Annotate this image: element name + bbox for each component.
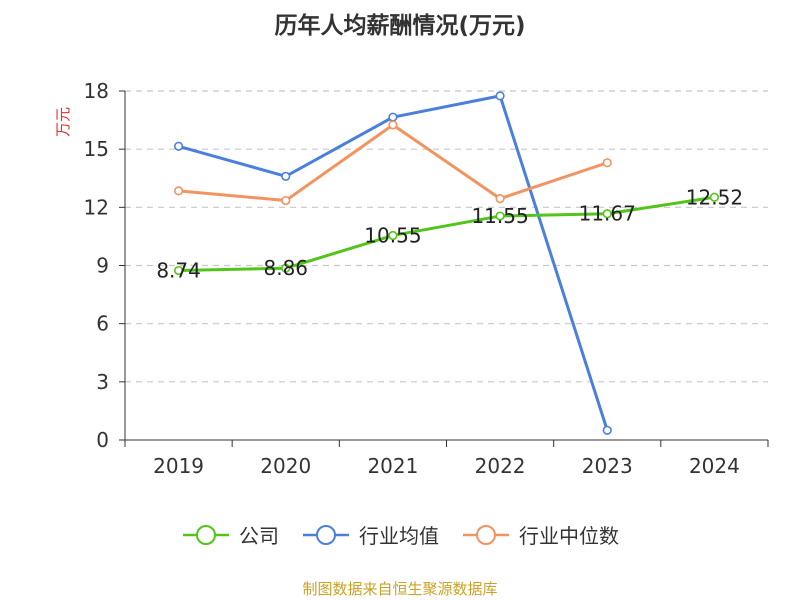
grid-layer <box>125 90 768 383</box>
legend-item[interactable]: 公司 <box>181 520 279 549</box>
y-tick-label: 9 <box>96 254 109 278</box>
legend-label: 公司 <box>239 524 279 548</box>
data-label-layer: 8.74 8.86 10.55 11.55 11.67 12.52 <box>156 185 743 282</box>
x-tick-label: 2019 <box>153 454 204 478</box>
source-note: 制图数据来自恒生聚源数据库 <box>302 580 498 598</box>
data-point <box>602 209 612 219</box>
data-label: 12.52 <box>686 185 743 209</box>
x-tick-label: 2024 <box>689 454 740 478</box>
data-point <box>173 186 184 196</box>
x-tick-label: 2020 <box>260 454 311 478</box>
data-point <box>495 194 505 204</box>
data-label: 11.67 <box>579 202 636 226</box>
series-layer <box>173 91 720 435</box>
data-label: 8.86 <box>263 256 308 280</box>
data-label: 10.55 <box>364 223 421 247</box>
x-tick-label: 2022 <box>475 454 526 478</box>
data-point <box>602 425 612 435</box>
data-point <box>388 120 398 130</box>
y-tick-label: 6 <box>96 312 109 336</box>
legend: 公司 行业均值 行业中位数 <box>0 520 800 549</box>
data-point <box>281 171 291 181</box>
axis-layer: 0 3 6 9 12 15 18 万元 2019 2020 2021 2022 2023 2024 <box>54 79 769 478</box>
legend-swatch <box>303 524 349 545</box>
data-point <box>495 91 505 101</box>
legend-swatch <box>183 524 229 545</box>
legend-swatch <box>463 524 509 545</box>
data-label: 11.55 <box>471 204 528 228</box>
data-point <box>281 263 291 273</box>
data-point <box>388 230 398 241</box>
data-label: 8.74 <box>156 259 201 283</box>
legend-marker <box>196 524 216 545</box>
legend-item[interactable]: 行业均值 <box>301 520 439 549</box>
legend-marker <box>316 524 336 545</box>
data-point <box>602 158 612 168</box>
chart-title: 历年人均薪酬情况(万元) <box>274 13 526 39</box>
y-axis-title: 万元 <box>54 107 72 137</box>
data-point <box>173 265 184 276</box>
x-tick-label: 2021 <box>367 454 418 478</box>
data-point <box>281 195 291 206</box>
y-tick-label: 12 <box>84 195 109 219</box>
legend-marker <box>476 524 496 545</box>
x-tick-label: 2023 <box>582 454 633 478</box>
legend-label: 行业中位数 <box>519 524 619 548</box>
data-point <box>495 211 505 221</box>
data-point <box>709 192 720 202</box>
y-tick-label: 18 <box>84 79 109 103</box>
data-point <box>173 141 184 151</box>
series-line <box>178 195 715 273</box>
y-tick-label: 0 <box>96 428 109 452</box>
series-line <box>178 94 609 431</box>
y-tick-label: 15 <box>84 137 109 161</box>
legend-label: 行业均值 <box>359 524 439 548</box>
legend-item[interactable]: 行业中位数 <box>461 520 619 549</box>
y-tick-label: 3 <box>96 370 109 394</box>
data-point <box>388 112 398 122</box>
